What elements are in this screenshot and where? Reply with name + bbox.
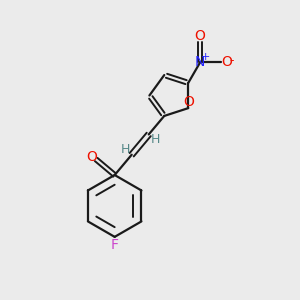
Text: H: H bbox=[121, 143, 130, 156]
Text: O: O bbox=[195, 29, 206, 43]
Text: O: O bbox=[221, 55, 232, 69]
Text: N: N bbox=[195, 56, 205, 70]
Text: -: - bbox=[230, 54, 234, 67]
Text: O: O bbox=[86, 150, 97, 164]
Text: F: F bbox=[111, 238, 119, 252]
Text: O: O bbox=[184, 94, 195, 109]
Text: +: + bbox=[201, 52, 211, 61]
Text: H: H bbox=[151, 133, 160, 146]
